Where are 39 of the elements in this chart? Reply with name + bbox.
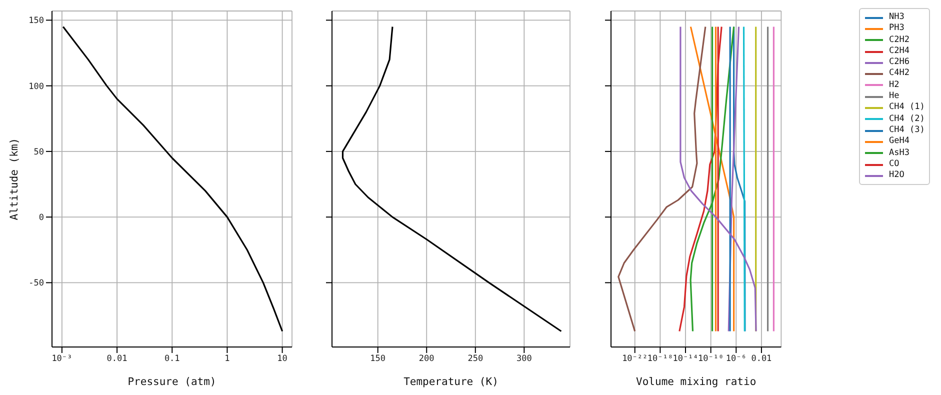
legend-label: C2H2 — [889, 34, 910, 46]
y-tick-label: 150 — [28, 16, 44, 26]
legend-label: C2H6 — [889, 57, 910, 68]
x-tick-label: 10⁻³ — [52, 354, 72, 364]
x-tick-label: 200 — [418, 354, 434, 364]
legend-label: C2H4 — [889, 46, 910, 58]
x-tick-label: 10⁻¹⁴ — [672, 354, 698, 364]
legend-label: CH4 (1) — [889, 102, 925, 114]
legend-label: PH3 — [889, 23, 904, 35]
legend-label: AsH3 — [889, 148, 910, 159]
x-tick-label: 10⁻¹⁸ — [647, 354, 673, 364]
x-axis-title: Volume mixing ratio — [636, 376, 756, 388]
x-axis-title: Pressure (atm) — [128, 376, 216, 388]
y-tick-label: 0 — [38, 213, 44, 224]
x-tick-label: 1 — [224, 354, 230, 364]
x-tick-label: 10⁻²² — [622, 354, 648, 364]
legend-label: H2 — [889, 80, 900, 92]
x-tick-label: 250 — [468, 354, 484, 364]
legend-label: CH4 (2) — [889, 114, 925, 125]
x-tick-label: 10 — [277, 354, 288, 364]
x-tick-label: 10⁻⁶ — [726, 354, 746, 364]
x-tick-label: 0.01 — [106, 354, 128, 364]
legend-label: CH4 (3) — [889, 124, 925, 136]
x-tick-label: 0.01 — [751, 354, 772, 364]
y-tick-label: 50 — [34, 147, 44, 158]
legend-label: CO — [889, 158, 900, 170]
x-axis-title: Temperature (K) — [404, 376, 498, 388]
legend-label: GeH4 — [889, 136, 910, 148]
x-tick-label: 300 — [516, 354, 532, 364]
legend-label: C4H2 — [889, 68, 910, 80]
x-tick-label: 150 — [370, 354, 386, 364]
x-tick-label: 10⁻¹⁰ — [698, 354, 724, 364]
legend-label: He — [889, 91, 900, 102]
legend-label: H2O — [889, 170, 904, 182]
y-tick-label: -50 — [28, 278, 44, 289]
y-axis-title: Altitude (km) — [8, 138, 21, 220]
x-tick-label: 0.1 — [164, 354, 180, 364]
legend-label: NH3 — [889, 12, 904, 24]
y-tick-label: 100 — [28, 82, 44, 92]
